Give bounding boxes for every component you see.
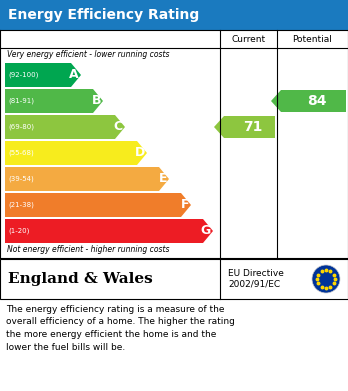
Text: D: D <box>135 147 145 160</box>
Text: Energy Efficiency Rating: Energy Efficiency Rating <box>8 8 199 22</box>
Text: (1-20): (1-20) <box>8 228 29 234</box>
Bar <box>0 259 348 299</box>
Text: Current: Current <box>231 34 266 43</box>
Text: (39-54): (39-54) <box>8 176 34 182</box>
Text: EU Directive: EU Directive <box>228 269 284 278</box>
Text: E: E <box>158 172 167 185</box>
Text: (21-38): (21-38) <box>8 202 34 208</box>
Polygon shape <box>5 63 81 87</box>
Polygon shape <box>5 219 213 243</box>
Text: Not energy efficient - higher running costs: Not energy efficient - higher running co… <box>7 245 169 254</box>
Text: (92-100): (92-100) <box>8 72 38 78</box>
Polygon shape <box>5 89 103 113</box>
Text: 84: 84 <box>307 94 326 108</box>
Text: 71: 71 <box>243 120 262 134</box>
Polygon shape <box>5 141 147 165</box>
Polygon shape <box>5 167 169 191</box>
Polygon shape <box>214 116 275 138</box>
Text: England & Wales: England & Wales <box>8 272 153 286</box>
Text: (55-68): (55-68) <box>8 150 34 156</box>
Bar <box>0 0 348 30</box>
Text: F: F <box>181 199 189 212</box>
Polygon shape <box>271 90 346 112</box>
Polygon shape <box>5 193 191 217</box>
Circle shape <box>312 265 340 293</box>
Text: C: C <box>114 120 123 133</box>
Text: Very energy efficient - lower running costs: Very energy efficient - lower running co… <box>7 50 169 59</box>
Text: B: B <box>92 95 101 108</box>
Text: 2002/91/EC: 2002/91/EC <box>228 280 280 289</box>
Text: The energy efficiency rating is a measure of the
overall efficiency of a home. T: The energy efficiency rating is a measur… <box>6 305 235 352</box>
Text: G: G <box>201 224 211 237</box>
Text: Potential: Potential <box>293 34 332 43</box>
Polygon shape <box>5 115 125 139</box>
Text: (69-80): (69-80) <box>8 124 34 130</box>
Text: (81-91): (81-91) <box>8 98 34 104</box>
Text: A: A <box>69 68 79 81</box>
